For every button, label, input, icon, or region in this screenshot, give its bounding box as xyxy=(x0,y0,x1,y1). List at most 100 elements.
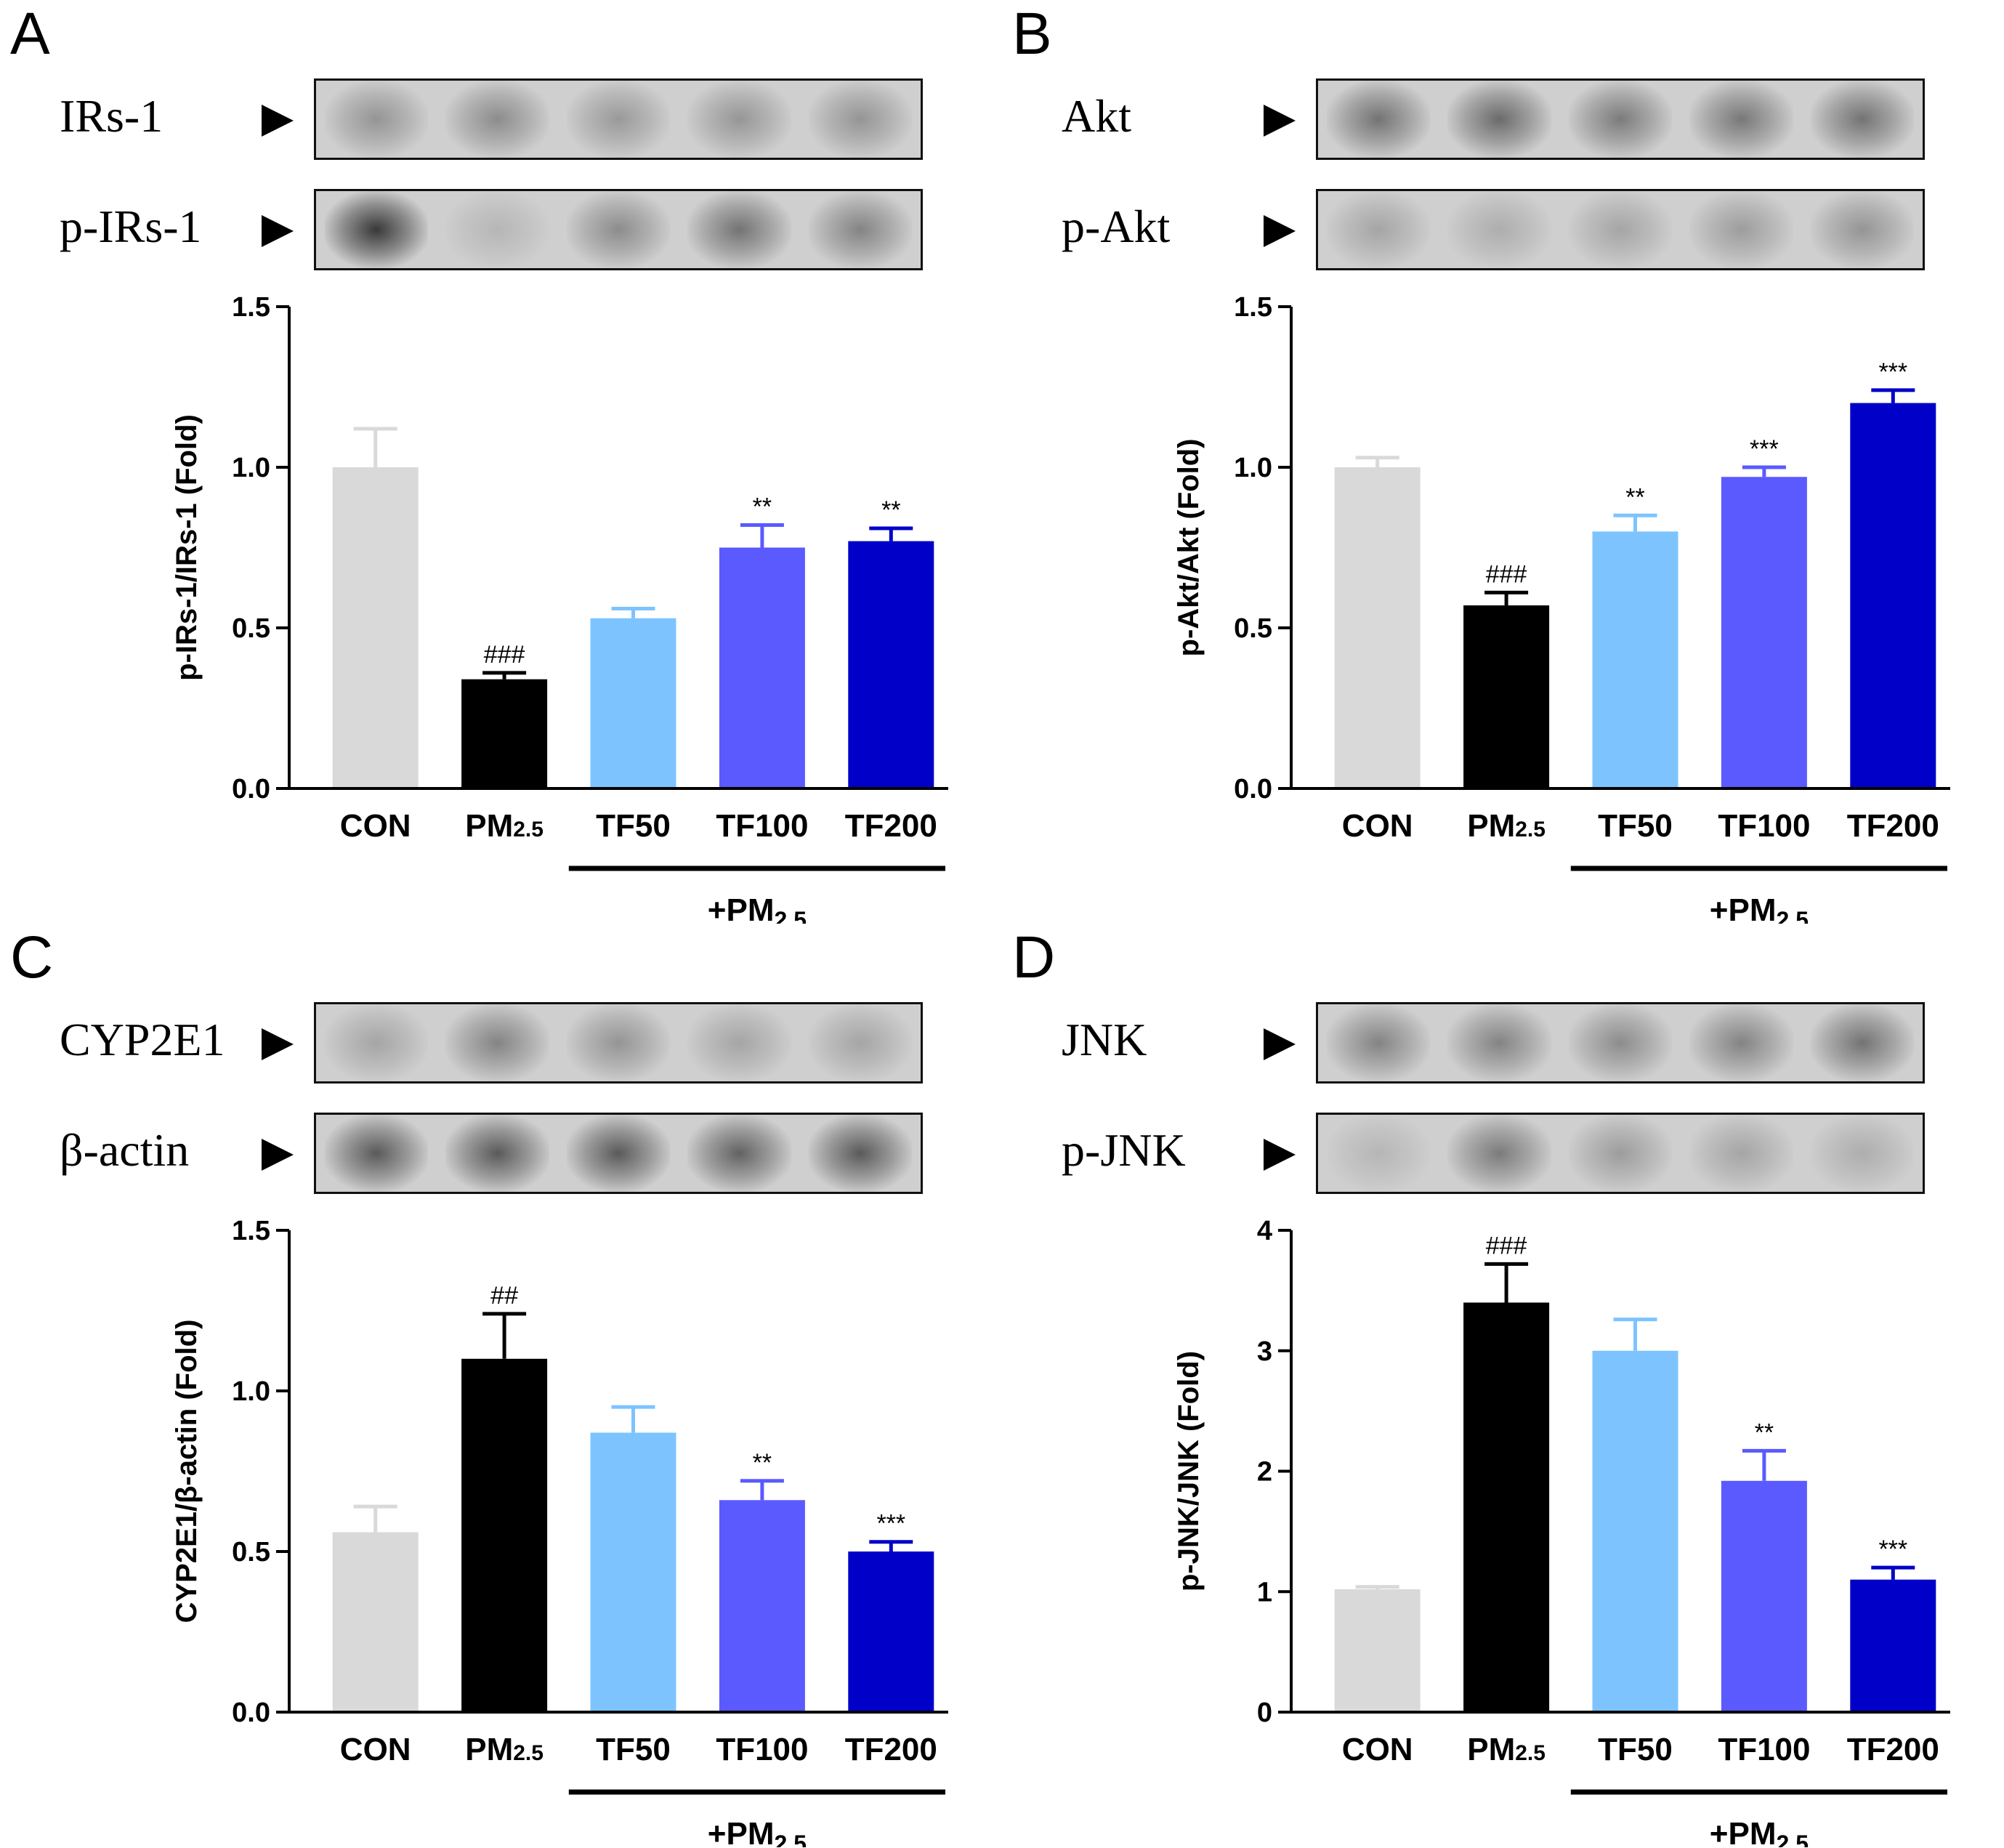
blot-band xyxy=(1447,1004,1551,1081)
y-tick-label: 0.0 xyxy=(1234,774,1272,804)
blot-band xyxy=(1810,81,1914,158)
category-label: TF100 xyxy=(716,808,808,844)
bar-con xyxy=(1334,1589,1421,1711)
blot-band xyxy=(1447,81,1551,158)
western-blot xyxy=(1316,1002,1925,1084)
y-tick-label: 1.5 xyxy=(1234,292,1272,323)
bar-tf50 xyxy=(1592,1350,1678,1711)
category-label: PM2.5 xyxy=(465,808,544,844)
panel-letter: B xyxy=(1012,1,1052,67)
blot-band xyxy=(1447,1115,1551,1192)
panel-letter: A xyxy=(10,1,50,67)
bar-tf200 xyxy=(848,541,934,787)
blot-band xyxy=(1327,1004,1431,1081)
arrow-icon xyxy=(1264,105,1296,137)
category-label: PM2.5 xyxy=(465,1732,544,1767)
significance-label: *** xyxy=(1750,435,1779,463)
category-label: TF50 xyxy=(596,1732,671,1767)
category-label: TF200 xyxy=(845,1732,937,1767)
group-label: +PM2.5 xyxy=(708,892,807,924)
bar-tf200 xyxy=(848,1552,934,1711)
bar-con xyxy=(1334,467,1421,787)
blot-band xyxy=(1447,191,1551,268)
blot-band xyxy=(1327,81,1431,158)
blot-band xyxy=(445,1115,549,1192)
y-tick-label: 0.5 xyxy=(232,613,270,644)
bar-tf100 xyxy=(719,1500,805,1711)
y-axis-label: p-Akt/Akt (Fold) xyxy=(1173,439,1205,657)
y-tick-label: 1.0 xyxy=(232,453,270,483)
blot-band xyxy=(445,191,549,268)
blot-band xyxy=(1568,191,1673,268)
western-blot xyxy=(1316,189,1925,270)
blot-label: p-JNK xyxy=(1062,1124,1186,1176)
blot-band xyxy=(1689,81,1793,158)
blot-band xyxy=(808,191,912,268)
category-label: CON xyxy=(1342,808,1413,844)
category-label: TF200 xyxy=(845,808,937,844)
western-blot xyxy=(314,78,923,160)
blot-band xyxy=(445,1004,549,1081)
blot-band xyxy=(325,1004,429,1081)
blot-band xyxy=(1327,1115,1431,1192)
bar-tf200 xyxy=(1850,1579,1936,1711)
blot-label: IRs-1 xyxy=(60,90,163,142)
y-tick-label: 0 xyxy=(1257,1698,1272,1728)
western-blot xyxy=(314,1113,923,1194)
blot-band xyxy=(325,81,429,158)
panel-c: C CYP2E1 β-actin 0.0 0.5 1.0 1.5 CYP2E1/β-actin… xyxy=(0,924,1002,1847)
category-label: CON xyxy=(340,1732,411,1767)
arrow-icon xyxy=(1264,1028,1296,1060)
western-blot xyxy=(314,189,923,270)
bar-chart: 0.0 0.5 1.0 1.5 CYP2E1/β-actin (Fold) CON ## PM… xyxy=(171,1216,948,1847)
blot-band xyxy=(566,1115,671,1192)
panel-d: D JNK p-JNK 0 1 2 3 4 p-JNK/JNK (Fold) CON ### PM2.… xyxy=(1002,924,2004,1847)
bar-pm25 xyxy=(1463,605,1550,787)
category-label: TF50 xyxy=(596,808,671,844)
blot-label: JNK xyxy=(1062,1014,1147,1065)
bar-con xyxy=(332,1532,419,1711)
blot-band xyxy=(566,81,671,158)
blot-band xyxy=(687,1004,791,1081)
significance-label: ### xyxy=(484,641,525,669)
y-tick-label: 4 xyxy=(1257,1216,1272,1246)
western-blot xyxy=(314,1002,923,1084)
blot-band xyxy=(687,1115,791,1192)
arrow-icon xyxy=(1264,1139,1296,1171)
blot-band xyxy=(808,1115,912,1192)
blot-label: Akt xyxy=(1062,90,1131,142)
category-label: TF200 xyxy=(1847,808,1939,844)
blot-band xyxy=(1568,81,1673,158)
blot-band xyxy=(445,81,549,158)
significance-label: ### xyxy=(1486,1232,1527,1259)
blot-band xyxy=(1568,1115,1673,1192)
arrow-icon xyxy=(262,1028,294,1060)
y-tick-label: 0.5 xyxy=(232,1537,270,1567)
blot-band xyxy=(566,1004,671,1081)
blot-band xyxy=(808,81,912,158)
category-label: PM2.5 xyxy=(1467,1732,1546,1767)
category-label: TF200 xyxy=(1847,1732,1939,1767)
arrow-icon xyxy=(1264,215,1296,247)
blot-label: CYP2E1 xyxy=(60,1014,225,1065)
blot-band xyxy=(1568,1004,1673,1081)
significance-label: ## xyxy=(490,1282,518,1310)
blot-label: p-Akt xyxy=(1062,201,1171,252)
bar-tf50 xyxy=(590,618,676,787)
blot-band xyxy=(325,1115,429,1192)
arrow-icon xyxy=(262,1139,294,1171)
y-tick-label: 0.0 xyxy=(232,774,270,804)
blot-band xyxy=(1689,1115,1793,1192)
bar-pm25 xyxy=(1463,1302,1550,1711)
y-tick-label: 0.0 xyxy=(232,1698,270,1728)
blot-band xyxy=(1689,191,1793,268)
group-label: +PM2.5 xyxy=(1710,892,1809,924)
category-label: CON xyxy=(1342,1732,1413,1767)
significance-label: ** xyxy=(753,493,772,521)
y-tick-label: 1.0 xyxy=(1234,453,1272,483)
panel-b: B Akt p-Akt 0.0 0.5 1.0 1.5 p-Akt/Akt (Fold) CON… xyxy=(1002,0,2004,924)
category-label: TF50 xyxy=(1598,808,1673,844)
western-blot xyxy=(1316,78,1925,160)
blot-band xyxy=(1810,191,1914,268)
arrow-icon xyxy=(262,215,294,247)
